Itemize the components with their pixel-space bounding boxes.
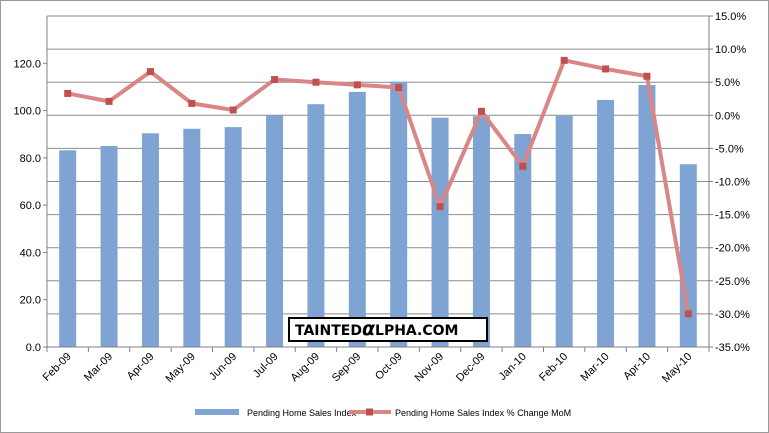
watermark-logo: TAINTEDαLPHA.COM	[288, 317, 488, 342]
x-tick-label-Feb-09: Feb-09	[41, 351, 74, 384]
watermark-prefix: TAINTED	[295, 323, 362, 339]
x-tick-label-May-10: May-10	[660, 351, 694, 385]
x-tick-label-Apr-09: Apr-09	[125, 351, 157, 383]
watermark-alpha: α	[362, 318, 376, 340]
bar-May-10	[679, 164, 697, 347]
marker-Mar-09	[105, 97, 113, 105]
bar-Aug-09	[307, 104, 325, 347]
bar-Apr-09	[141, 133, 159, 347]
bar-Apr-10	[638, 85, 656, 347]
marker-Apr-10	[643, 72, 651, 80]
legend: Pending Home Sales Index Pending Home Sa…	[195, 408, 571, 418]
left-tick-label-5: 100.0	[13, 106, 41, 118]
bar-Mar-09	[100, 146, 118, 347]
left-tick-label-1: 20.0	[20, 295, 41, 307]
x-tick-label-Jul-09: Jul-09	[251, 351, 281, 381]
marker-Feb-09	[64, 89, 72, 97]
marker-Dec-09	[477, 107, 485, 115]
bar-May-09	[183, 128, 201, 347]
bar-series	[59, 81, 697, 348]
legend-label-line: Pending Home Sales Index % Change MoM	[395, 408, 571, 418]
x-tick-label-Feb-10: Feb-10	[537, 351, 570, 384]
x-axis-tick-labels: Feb-09 Mar-09 Apr-09 May-09 Jun-09 Jul-09 Aug-…	[41, 351, 695, 385]
x-tick-label-Mar-10: Mar-10	[579, 351, 612, 384]
left-tick-label-0: 0.0	[26, 342, 41, 354]
bar-Jan-10	[514, 133, 532, 347]
left-tick-label-3: 60.0	[20, 200, 41, 212]
bar-Jun-09	[224, 127, 242, 347]
marker-Jan-10	[519, 162, 527, 170]
x-tick-label-Dec-09: Dec-09	[454, 351, 488, 385]
bar-Feb-10	[555, 115, 573, 347]
axes	[43, 15, 713, 352]
right-axis-tick-labels: 15.0% 10.0% 5.0% 0.0% -5.0% -10.0% -15.0% -20.0…	[715, 11, 750, 354]
bar-Oct-09	[390, 81, 408, 347]
marker-Oct-09	[395, 83, 403, 91]
bar-Sep-09	[348, 91, 366, 347]
marker-Sep-09	[353, 81, 361, 89]
right-tick-label-0: 15.0%	[715, 11, 746, 23]
marker-Apr-09	[146, 68, 154, 76]
svg-text:TAINTEDαLPHA.COM: TAINTEDαLPHA.COM	[295, 318, 458, 340]
right-tick-label-5: -10.0%	[715, 177, 750, 189]
right-tick-label-4: -5.0%	[715, 143, 744, 155]
marker-May-09	[188, 99, 196, 107]
left-tick-label-2: 40.0	[20, 247, 41, 259]
right-tick-label-7: -20.0%	[715, 243, 750, 255]
bar-Mar-10	[597, 99, 615, 347]
x-tick-label-Nov-09: Nov-09	[413, 351, 447, 385]
marker-Jun-09	[229, 106, 237, 114]
marker-Aug-09	[312, 78, 320, 86]
bar-Feb-09	[59, 150, 77, 347]
x-tick-label-Jan-10: Jan-10	[497, 351, 529, 383]
x-tick-label-Aug-09: Aug-09	[288, 351, 322, 385]
marker-Jul-09	[271, 76, 279, 84]
right-tick-label-2: 5.0%	[715, 77, 740, 89]
right-tick-label-10: -35.0%	[715, 342, 750, 354]
bar-Dec-09	[472, 116, 490, 347]
marker-Mar-10	[602, 65, 610, 73]
x-tick-label-Sep-09: Sep-09	[330, 351, 364, 385]
left-tick-label-4: 80.0	[20, 153, 41, 165]
marker-Feb-10	[560, 56, 568, 64]
watermark-suffix: LPHA.COM	[375, 323, 458, 339]
right-tick-label-3: 0.0%	[715, 110, 740, 122]
x-tick-label-May-09: May-09	[164, 351, 198, 385]
legend-swatch-bar	[195, 409, 239, 415]
legend-label-bar: Pending Home Sales Index	[247, 408, 357, 418]
right-tick-label-9: -30.0%	[715, 309, 750, 321]
pct-change-line	[67, 58, 691, 315]
right-tick-label-6: -15.0%	[715, 210, 750, 222]
marker-May-10	[684, 310, 692, 318]
line-series	[64, 56, 692, 318]
left-axis-tick-labels: 0.0 20.0 40.0 60.0 80.0 100.0 120.0	[13, 58, 41, 354]
x-tick-label-Mar-09: Mar-09	[82, 351, 115, 384]
right-tick-label-8: -25.0%	[715, 276, 750, 288]
marker-Nov-09	[436, 203, 444, 211]
right-tick-label-1: 10.0%	[715, 44, 746, 56]
x-tick-label-Oct-09: Oct-09	[373, 351, 405, 383]
left-tick-label-6: 120.0	[13, 58, 41, 70]
x-tick-label-Jun-09: Jun-09	[207, 351, 239, 383]
bar-Nov-09	[431, 117, 449, 348]
legend-swatch-marker	[366, 408, 373, 416]
bar-Jul-09	[266, 115, 284, 347]
x-tick-label-Apr-10: Apr-10	[621, 351, 653, 383]
